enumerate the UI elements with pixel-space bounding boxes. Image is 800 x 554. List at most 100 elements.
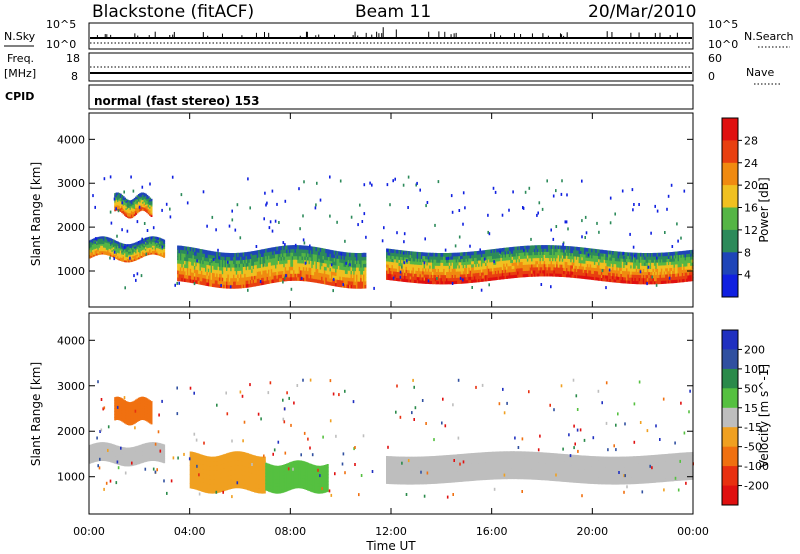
power-cell [128,207,131,210]
power-cell [132,250,135,253]
power-cell [361,252,364,257]
power-cell [144,197,147,200]
power-cell [182,274,185,279]
power-cell [182,249,185,254]
power-cell [646,256,649,260]
power-cell [277,278,280,283]
power-cell [114,245,117,248]
power-cell [351,252,354,257]
power-cell [254,282,256,287]
power-cell [233,284,235,289]
power-cell [621,258,624,262]
power-cell [210,275,213,280]
power-cell [203,263,206,268]
power-cell [203,281,206,286]
power-cell [620,279,623,284]
velocity-cell [89,447,91,451]
power-cell [357,260,360,265]
colorbar-cell [722,140,738,164]
power-cell [588,263,591,268]
power-cell [255,264,258,269]
power-cell [408,257,411,261]
power-cell [571,267,574,272]
power-cell [319,265,322,270]
power-cell [406,260,409,264]
power-cell [330,257,333,262]
power-cell [489,249,492,254]
power-cell [459,280,462,284]
power-scatter-cell [165,202,168,206]
power-cell [140,246,143,249]
power-cell [207,250,210,255]
power-cell [357,281,360,286]
power-cell [263,266,266,271]
power-cell [616,263,619,268]
power-cell [291,245,294,250]
power-cell [514,268,517,272]
power-cell [646,253,649,257]
power-cell [492,270,494,275]
power-cell [519,273,522,278]
power-cell [485,274,488,279]
power-cell [468,264,471,268]
power-scatter-cell [94,205,96,209]
power-scatter-cell [564,220,567,224]
power-cell [351,281,354,286]
power-cell [89,240,91,243]
power-cell [133,248,136,251]
velocity-cell [124,458,126,462]
power-cell [263,252,266,257]
power-cell [350,256,353,261]
power-cell [178,245,181,250]
power-cell [160,248,163,252]
power-cell [279,249,282,254]
power-cell [399,262,402,267]
power-scatter-cell [263,217,265,221]
power-cell [224,252,227,257]
power-cell [386,270,388,274]
power-cell [318,272,321,277]
power-cell [607,256,610,261]
power-cell [178,259,181,264]
power-cell [640,252,642,257]
power-cell [207,271,210,276]
power-cell [561,254,564,259]
power-cell [146,210,149,214]
power-cell [662,271,665,275]
power-cell [89,242,91,245]
power-cell [240,266,242,271]
power-cell [276,246,279,251]
power-cell [638,259,641,263]
power-cell [186,267,189,272]
power-cell [501,275,504,280]
power-cell [497,251,500,256]
power-cell [219,266,221,271]
power-scatter-cell [538,201,541,205]
power-cell [136,250,139,253]
power-cell [133,253,136,256]
power-cell [399,253,402,257]
power-cell [552,248,554,252]
velocity-cell [118,457,121,461]
power-cell [468,257,471,262]
power-cell [110,245,112,248]
power-cell [112,243,115,246]
power-cell [559,257,561,262]
power-cell [135,252,138,256]
power-cell [638,280,641,285]
power-cell [304,259,307,264]
power-cell [690,253,693,257]
power-cell [553,263,556,268]
power-cell [308,249,311,254]
power-cell [543,269,546,274]
power-cell [585,257,588,261]
power-cell [105,247,108,250]
power-cell [571,274,574,278]
power-cell [556,263,559,268]
power-cell [192,258,195,263]
power-cell [142,203,145,206]
power-cell [100,241,103,245]
power-cell [440,262,443,266]
velocity-cell [118,446,121,450]
power-cell [126,201,129,204]
